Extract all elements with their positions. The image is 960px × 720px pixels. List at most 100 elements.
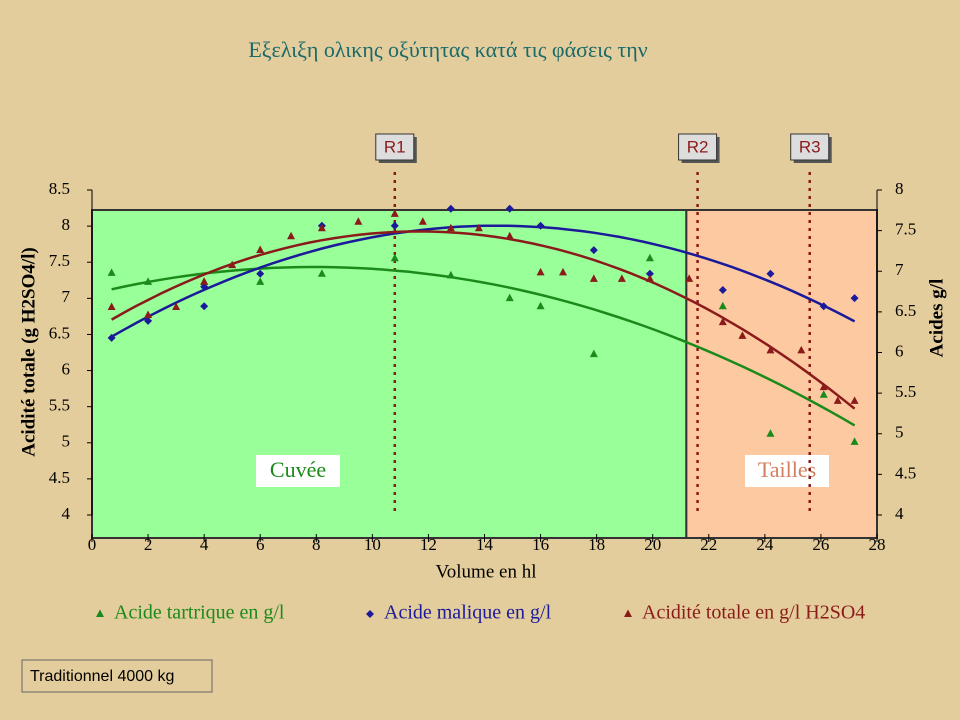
phase-label: R1 xyxy=(384,137,406,156)
legend-label: Acide malique en g/l xyxy=(384,602,552,624)
point xyxy=(474,223,483,232)
x-tick-label: 20 xyxy=(644,535,661,554)
point xyxy=(317,269,326,277)
point xyxy=(797,345,806,354)
legend-marker xyxy=(624,609,632,617)
y-tick-label: 4 xyxy=(62,504,71,523)
point xyxy=(390,253,399,262)
x-tick-label: 14 xyxy=(476,535,494,554)
trend-line xyxy=(110,230,856,410)
region-label: Tailles xyxy=(758,457,816,482)
x-tick-label: 12 xyxy=(420,535,437,554)
x-tick-label: 18 xyxy=(588,535,605,554)
point xyxy=(107,302,116,310)
point xyxy=(505,204,514,213)
point xyxy=(819,390,828,398)
point xyxy=(505,231,514,240)
point xyxy=(766,429,775,437)
x-tick-label: 8 xyxy=(312,535,321,554)
y2-tick-label: 4 xyxy=(895,504,904,523)
legend-marker xyxy=(366,610,374,618)
phase-box xyxy=(790,133,830,161)
x-tick-label: 10 xyxy=(364,535,381,554)
point xyxy=(645,253,654,262)
y2-tick-label: 4.5 xyxy=(895,463,916,482)
y-tick-label: 8 xyxy=(62,215,71,234)
point xyxy=(766,269,775,278)
legend-label: Acidité totale en g/l H2SO4 xyxy=(642,602,865,624)
y-tick-label: 6 xyxy=(62,359,71,378)
point xyxy=(536,301,545,310)
x-tick-label: 22 xyxy=(700,535,717,554)
y-tick-label: 6.5 xyxy=(49,323,70,342)
y2-tick-label: 6 xyxy=(895,341,904,360)
region-label-box xyxy=(256,455,340,487)
x-tick-label: 0 xyxy=(88,535,97,554)
point xyxy=(228,260,237,269)
legend-marker xyxy=(96,609,104,617)
point xyxy=(172,302,181,310)
point xyxy=(144,310,153,318)
y-tick-label: 4.5 xyxy=(49,468,70,487)
y-tick-label: 7 xyxy=(62,287,71,306)
point xyxy=(107,333,116,342)
point xyxy=(738,331,747,339)
region xyxy=(91,209,688,539)
point xyxy=(833,396,842,404)
x-axis-label: Volume en hl xyxy=(436,561,537,582)
y-axis-label: Acidité totale (g H2SO4/l) xyxy=(18,247,39,457)
point xyxy=(390,221,399,230)
phase-box xyxy=(678,133,718,161)
point xyxy=(354,217,363,225)
trend-line xyxy=(111,265,856,427)
legend-label: Acide tartrique en g/l xyxy=(114,602,285,624)
y2-tick-label: 7 xyxy=(895,260,904,279)
x-tick-label: 4 xyxy=(200,535,209,554)
point xyxy=(589,274,598,282)
point xyxy=(144,277,153,285)
point xyxy=(256,277,265,285)
point xyxy=(446,223,455,232)
region-label: Cuvée xyxy=(270,457,326,482)
point xyxy=(446,270,455,279)
x-tick-label: 6 xyxy=(256,535,265,554)
chart-title: Εξελιξη ολικης οξύτητας κατά τις φάσεις … xyxy=(248,37,647,62)
point xyxy=(317,223,326,232)
point xyxy=(718,301,727,310)
phase-label: R2 xyxy=(687,137,709,156)
region xyxy=(685,209,878,539)
point xyxy=(505,293,514,302)
y2-tick-label: 5.5 xyxy=(895,382,916,401)
point xyxy=(819,302,828,311)
note: Traditionnel 4000 kg xyxy=(30,668,174,685)
trend-line xyxy=(110,224,856,338)
y-tick-label: 5.5 xyxy=(49,396,70,415)
point xyxy=(685,274,694,282)
point xyxy=(536,221,545,230)
point xyxy=(819,382,828,391)
point xyxy=(589,349,598,358)
phase-box xyxy=(375,133,415,161)
point xyxy=(617,274,626,282)
point xyxy=(645,274,654,282)
point xyxy=(144,316,153,325)
point xyxy=(559,267,567,276)
note-box xyxy=(21,659,213,693)
y2-tick-label: 5 xyxy=(895,423,904,442)
point xyxy=(766,345,775,354)
point xyxy=(446,204,455,213)
y2-axis-label: Acides g/l xyxy=(926,279,947,358)
point xyxy=(256,269,265,278)
point xyxy=(850,437,859,445)
point xyxy=(718,317,727,326)
x-tick-label: 24 xyxy=(756,535,774,554)
region-label-box xyxy=(745,455,829,487)
x-tick-label: 28 xyxy=(869,535,886,554)
y2-tick-label: 8 xyxy=(895,179,904,198)
x-tick-label: 16 xyxy=(532,535,549,554)
phase-label: R3 xyxy=(799,137,821,156)
x-tick-label: 2 xyxy=(144,535,153,554)
y2-tick-label: 7.5 xyxy=(895,220,916,239)
point xyxy=(645,269,654,278)
point xyxy=(390,209,399,217)
